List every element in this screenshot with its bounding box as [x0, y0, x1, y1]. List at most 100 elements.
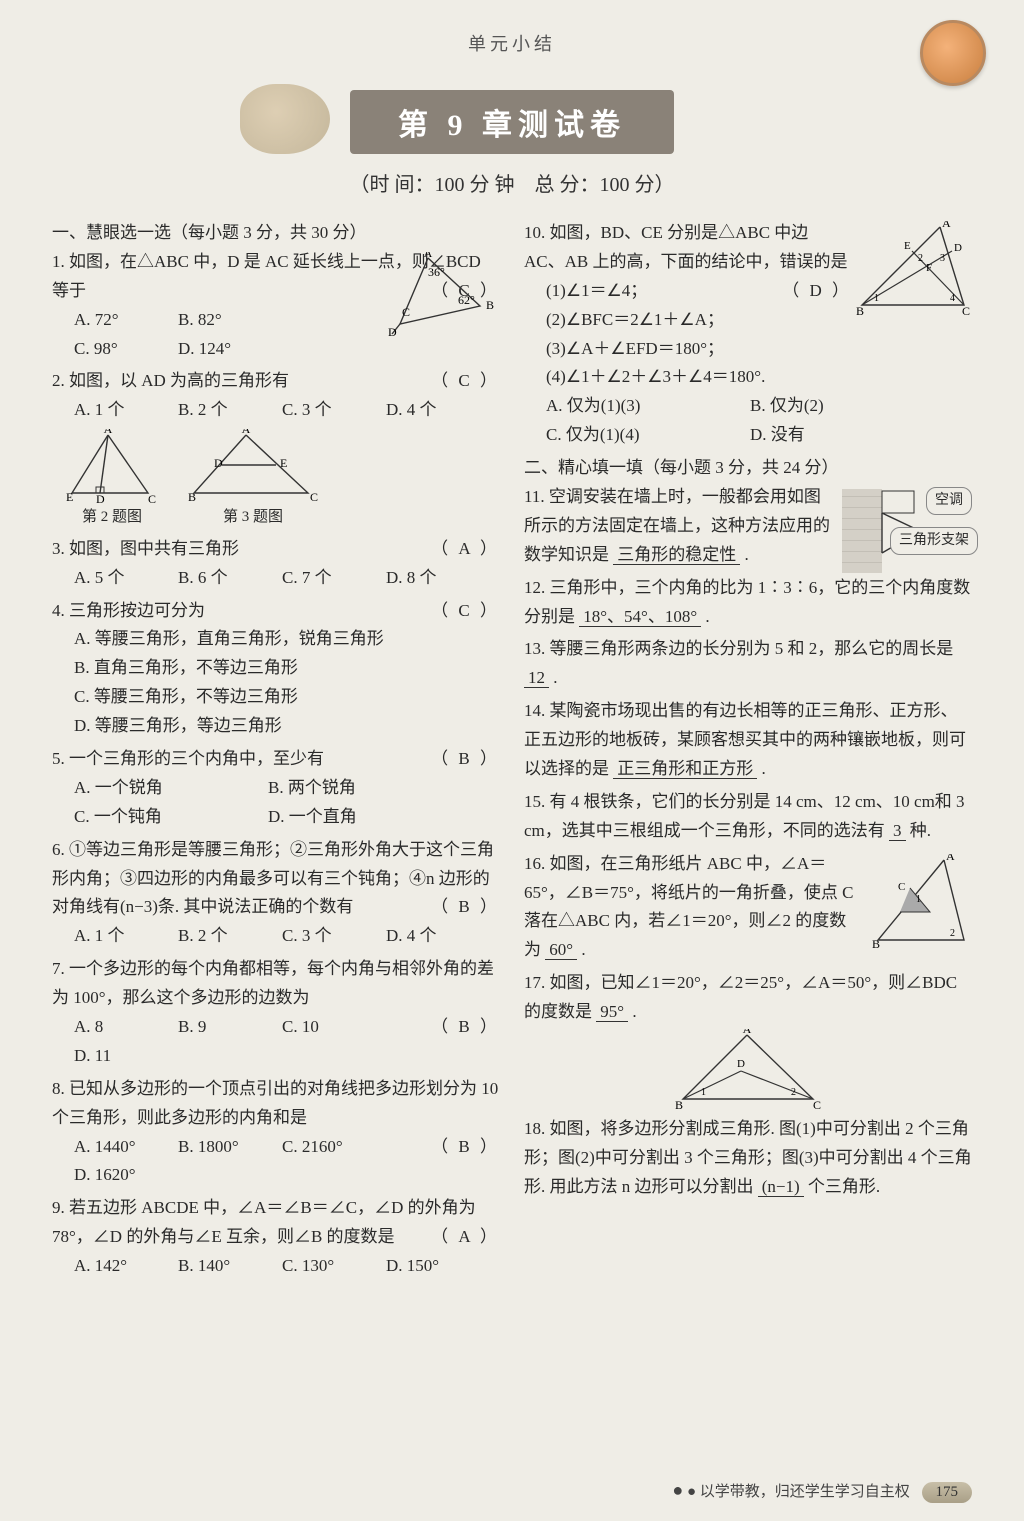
svg-text:E: E	[280, 456, 287, 470]
svg-text:B: B	[872, 937, 880, 950]
svg-text:2: 2	[918, 253, 923, 264]
svg-text:D: D	[954, 242, 962, 254]
q1-opt-d: D. 124°	[178, 335, 258, 364]
q18: 18. 如图，将多边形分割成三角形. 图(1)中可分割出 2 个三角形；图(2)…	[524, 1115, 972, 1202]
q8: 8. 已知从多边形的一个顶点引出的对角线把多边形划分为 10 个三角形，则此多边…	[52, 1075, 500, 1191]
svg-text:A: A	[424, 252, 433, 260]
svg-text:1: 1	[701, 1087, 706, 1098]
q3-figure: A B C D E 第 3 题图	[188, 429, 318, 531]
q11: 空调 三角形支架 11. 空调安装在墙上时，一般都会用如图所示的方法固定在墙上，…	[524, 483, 972, 570]
banner-wrap: 第 9 章测试卷	[52, 90, 972, 154]
q11-figure: 空调 三角形支架	[842, 483, 972, 579]
q3-caption: 第 3 题图	[223, 505, 283, 531]
q2-text: 2. 如图，以 AD 为高的三角形有	[52, 371, 289, 390]
time-score: （时 间：100 分 钟 总 分：100 分）	[52, 168, 972, 197]
svg-text:D: D	[96, 492, 105, 505]
q5-answer: （ B ）	[431, 745, 500, 774]
svg-text:36°: 36°	[428, 265, 445, 279]
q10-answer: （ D ）	[782, 277, 852, 306]
page-number: 175	[922, 1482, 973, 1503]
triangle-icon: A B C D 36° 62°	[388, 252, 500, 336]
svg-text:2: 2	[791, 1087, 796, 1098]
mascot-icon	[920, 20, 986, 86]
q2: 2. 如图，以 AD 为高的三角形有 （ C ） A. 1 个 B. 2 个 C…	[52, 367, 500, 530]
svg-text:B: B	[188, 490, 196, 504]
left-column: 一、慧眼选一选（每小题 3 分，共 30 分） 1. 如图，在△ABC 中，D …	[52, 219, 500, 1285]
q1-opt-b: B. 82°	[178, 306, 258, 335]
q10-line4: (4)∠1＋∠2＋∠3＋∠4＝180°.	[524, 363, 972, 392]
svg-text:E: E	[66, 490, 73, 504]
q13: 13. 等腰三角形两条边的长分别为 5 和 2，那么它的周长是 12 .	[524, 635, 972, 693]
q1-figure: A B C D 36° 62°	[388, 252, 500, 336]
q3-opt-c: C. 7 个	[282, 564, 362, 593]
svg-text:C: C	[962, 304, 970, 317]
q5: 5. 一个三角形的三个内角中，至少有 （ B ） A. 一个锐角 B. 两个锐角…	[52, 745, 500, 832]
q7-opt-b: B. 9	[178, 1013, 258, 1042]
q9-opt-d: D. 150°	[386, 1252, 466, 1281]
q2-answer: （ C ）	[431, 367, 500, 396]
q4-opt-b: B. 直角三角形，不等边三角形	[74, 654, 500, 683]
q3-opt-d: D. 8 个	[386, 564, 466, 593]
q8-opt-c: C. 2160°	[282, 1133, 362, 1162]
q13-tail: .	[553, 668, 557, 687]
banner-ornament-icon	[240, 84, 330, 154]
svg-text:B: B	[856, 304, 864, 317]
q3-opt-a: A. 5 个	[74, 564, 154, 593]
q5-text: 5. 一个三角形的三个内角中，至少有	[52, 749, 324, 768]
q2-q3-figures: A E D C 第 2 题图 A B C	[52, 429, 500, 531]
q13-text: 13. 等腰三角形两条边的长分别为 5 和 2，那么它的周长是	[524, 639, 953, 658]
q5-opt-b: B. 两个锐角	[268, 774, 356, 803]
svg-text:C: C	[402, 305, 410, 319]
q8-opt-d: D. 1620°	[74, 1161, 154, 1190]
svg-text:1: 1	[916, 894, 921, 905]
q11-tail: .	[745, 545, 749, 564]
svg-text:C: C	[898, 881, 905, 893]
right-column: A B C E D F 1 2 3 4 10. 如图，BD、CE 分别是△ABC…	[524, 219, 972, 1285]
q5-opt-a: A. 一个锐角	[74, 774, 244, 803]
footer-text: ● 以学带教，归还学生学习自主权	[687, 1484, 910, 1500]
q6-answer: （ B ）	[431, 893, 500, 922]
chapter-banner: 第 9 章测试卷	[350, 90, 674, 154]
q2-figure: A E D C 第 2 题图	[64, 429, 160, 531]
q10-line3: (3)∠A＋∠EFD＝180°；	[524, 335, 972, 364]
q18-tail: 个三角形.	[808, 1177, 880, 1196]
q15: 15. 有 4 根铁条，它们的长分别是 14 cm、12 cm、10 cm和 3…	[524, 788, 972, 846]
columns: 一、慧眼选一选（每小题 3 分，共 30 分） 1. 如图，在△ABC 中，D …	[52, 219, 972, 1285]
q4-text: 4. 三角形按边可分为	[52, 601, 205, 620]
q8-opt-b: B. 1800°	[178, 1133, 258, 1162]
q8-answer: （ B ）	[431, 1133, 500, 1162]
svg-text:62°: 62°	[458, 293, 475, 307]
svg-text:C: C	[813, 1098, 821, 1111]
q14: 14. 某陶瓷市场现出售的有边长相等的正三角形、正方形、正五边形的地板砖，某顾客…	[524, 697, 972, 784]
svg-text:A: A	[104, 429, 113, 436]
q16-figure: A B C 1 2	[872, 854, 972, 950]
section-a-title: 一、慧眼选一选（每小题 3 分，共 30 分）	[52, 219, 500, 248]
q10-text: 10. 如图，BD、CE 分别是△ABC 中边 AC、AB 上的高，下面的结论中…	[524, 223, 847, 271]
q9-opt-c: C. 130°	[282, 1252, 362, 1281]
q15-blank: 3	[889, 821, 906, 841]
q2-opt-b: B. 2 个	[178, 396, 258, 425]
svg-text:C: C	[148, 492, 156, 505]
svg-text:C: C	[310, 490, 318, 504]
q17-text: 17. 如图，已知∠1＝20°，∠2＝25°，∠A＝50°，则∠BDC 的度数是	[524, 973, 957, 1021]
q1: 1. 如图，在△ABC 中，D 是 AC 延长线上一点，则∠BCD 等于 （ C…	[52, 248, 500, 364]
q12-blank: 18°、54°、108°	[579, 607, 701, 627]
q10-figure: A B C E D F 1 2 3 4	[856, 221, 972, 317]
q7: 7. 一个多边形的每个内角都相等，每个内角与相邻外角的差为 100°，那么这个多…	[52, 955, 500, 1071]
q17-figure: A B C D 1 2	[524, 1029, 972, 1111]
q13-blank: 12	[524, 668, 549, 688]
q10: A B C E D F 1 2 3 4 10. 如图，BD、CE 分别是△ABC…	[524, 219, 972, 450]
q2-caption: 第 2 题图	[82, 505, 142, 531]
triangle-icon: A B C E D F 1 2 3 4	[856, 221, 972, 317]
svg-text:2: 2	[950, 928, 955, 939]
q12: 12. 三角形中，三个内角的比为 1∶3∶6，它的三个内角度数分别是 18°、5…	[524, 574, 972, 632]
triangle-icon: A B C D 1 2	[673, 1029, 823, 1111]
q4: 4. 三角形按边可分为 （ C ） A. 等腰三角形，直角三角形，锐角三角形 B…	[52, 597, 500, 741]
q11-blank: 三角形的稳定性	[613, 545, 740, 565]
q1-opt-a: A. 72°	[74, 306, 154, 335]
section-b-title: 二、精心填一填（每小题 3 分，共 24 分）	[524, 454, 972, 483]
q4-answer: （ C ）	[431, 597, 500, 626]
q3-text: 3. 如图，图中共有三角形	[52, 539, 239, 558]
q9-opt-a: A. 142°	[74, 1252, 154, 1281]
q4-opt-c: C. 等腰三角形，不等边三角形	[74, 683, 500, 712]
